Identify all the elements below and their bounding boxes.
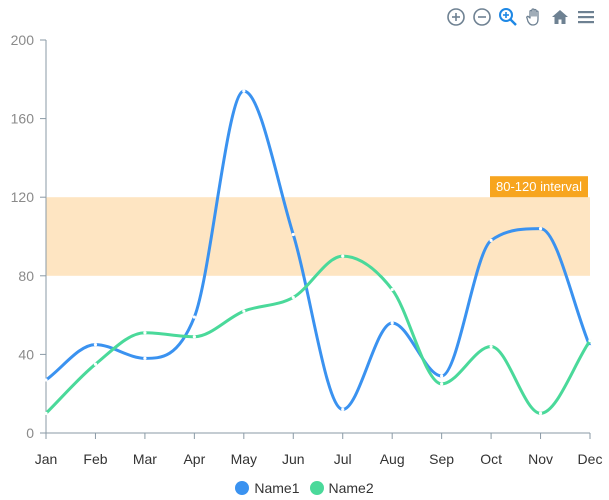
- legend-marker: [235, 481, 250, 495]
- data-point: [192, 315, 196, 319]
- data-point: [341, 407, 345, 412]
- band-layer: [46, 197, 590, 276]
- zoom-in-icon[interactable]: [445, 6, 467, 28]
- x-tick-label: Aug: [380, 451, 405, 467]
- data-point: [44, 378, 48, 382]
- x-tick-label: Jan: [35, 451, 58, 467]
- x-tick-label: Jul: [334, 451, 352, 467]
- y-tick-label: 40: [18, 346, 34, 362]
- pan-hand-icon[interactable]: [523, 6, 545, 28]
- chart-toolbar: [445, 6, 597, 28]
- annotation-layer: 80-120 interval: [490, 176, 588, 198]
- data-point: [390, 321, 394, 325]
- legend-label: Name2: [328, 480, 374, 496]
- data-point: [440, 374, 444, 378]
- data-point: [291, 295, 295, 300]
- data-point: [242, 89, 246, 93]
- x-tick-label: Oct: [480, 451, 502, 467]
- interval-label: 80-120 interval: [490, 176, 588, 198]
- y-tick-label: 160: [11, 111, 35, 127]
- data-point: [93, 342, 98, 347]
- data-point: [588, 339, 592, 343]
- data-point: [44, 411, 48, 415]
- data-point: [291, 232, 295, 237]
- data-point: [143, 331, 147, 335]
- x-tick-label: Feb: [83, 451, 107, 467]
- y-tick-label: 200: [11, 32, 35, 48]
- data-point: [93, 362, 98, 366]
- x-tick-label: Apr: [183, 451, 205, 467]
- x-tick-label: Nov: [528, 451, 553, 467]
- series-layer: [44, 89, 592, 415]
- data-point: [538, 227, 543, 231]
- data-point: [143, 356, 147, 360]
- legend-item-series2[interactable]: Name2: [309, 480, 374, 496]
- data-point: [588, 344, 592, 349]
- y-tick-label: 80: [18, 268, 34, 284]
- home-icon[interactable]: [549, 6, 571, 28]
- legend-label: Name1: [254, 480, 300, 496]
- interval-band: [46, 197, 590, 276]
- y-tick-label: 120: [11, 189, 35, 205]
- data-point: [489, 238, 493, 243]
- chart-legend: Name1 Name2: [0, 480, 609, 496]
- axis-layer: 0 40 80 120 160 200 Jan Feb Mar Apr May Jun Jul Aug Se…: [11, 32, 603, 467]
- x-tick-label: Jun: [282, 451, 305, 467]
- interval-label-text: 80-120 interval: [496, 179, 582, 194]
- data-point: [390, 287, 394, 292]
- data-point: [242, 309, 246, 313]
- menu-icon[interactable]: [575, 6, 597, 28]
- legend-item-series1[interactable]: Name1: [235, 480, 300, 496]
- data-point: [440, 382, 444, 386]
- x-tick-label: Dec: [578, 451, 603, 467]
- data-point: [538, 411, 543, 415]
- legend-marker: [309, 481, 324, 495]
- data-point: [341, 254, 345, 258]
- data-point: [489, 344, 493, 349]
- data-point: [192, 335, 196, 339]
- interval-label-box: [490, 176, 588, 198]
- zoom-out-icon[interactable]: [471, 6, 493, 28]
- x-tick-label: Sep: [429, 451, 454, 467]
- x-tick-label: Mar: [133, 451, 157, 467]
- x-tick-label: May: [231, 451, 257, 467]
- zoom-select-icon[interactable]: [497, 6, 519, 28]
- y-tick-label: 0: [26, 425, 34, 441]
